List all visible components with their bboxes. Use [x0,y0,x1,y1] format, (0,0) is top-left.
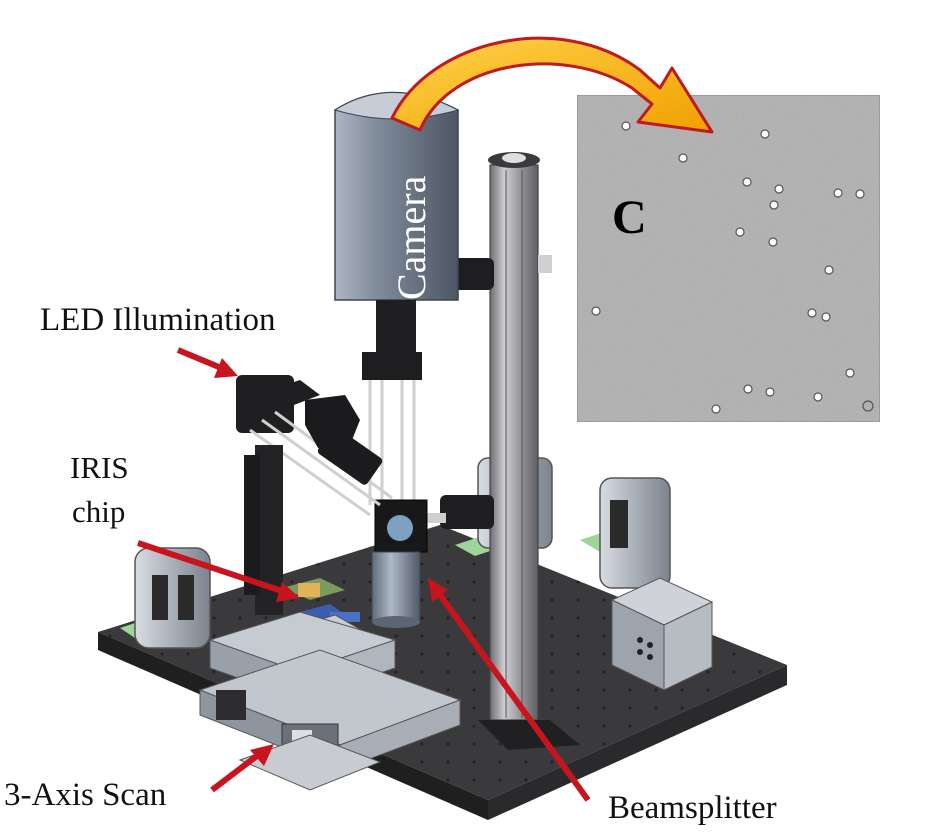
beamsplitter-cube [371,499,428,628]
led-illumination-label: LED Illumination [40,302,276,338]
camera: Camera [333,91,460,301]
micrograph-particles [591,121,874,414]
three-axis-scan-label: 3-Axis Scan [4,777,166,813]
micrograph-panel: C [576,94,881,423]
optical-tube [362,300,422,505]
curved-transfer-arrow-icon [390,36,714,134]
iris-chip-label-line1: IRIS [70,450,129,485]
pointer-arrows [137,347,591,802]
rail-clamps [420,255,552,529]
three-axis-scan-stage [198,611,462,791]
beamsplitter-pointer-arrow-icon [428,578,591,802]
iris-chip-label-line2: chip [72,494,125,529]
vertical-rail [478,152,580,750]
camera-label: Camera [389,175,434,300]
iris-pointer-arrow-icon [137,540,300,602]
led-pointer-arrow-icon [176,347,238,378]
scan-pointer-arrow-icon [210,744,274,793]
control-box [599,477,714,691]
panel-label: C [612,191,647,244]
left-mount-block [134,547,211,649]
beamsplitter-label: Beamsplitter [608,790,777,826]
